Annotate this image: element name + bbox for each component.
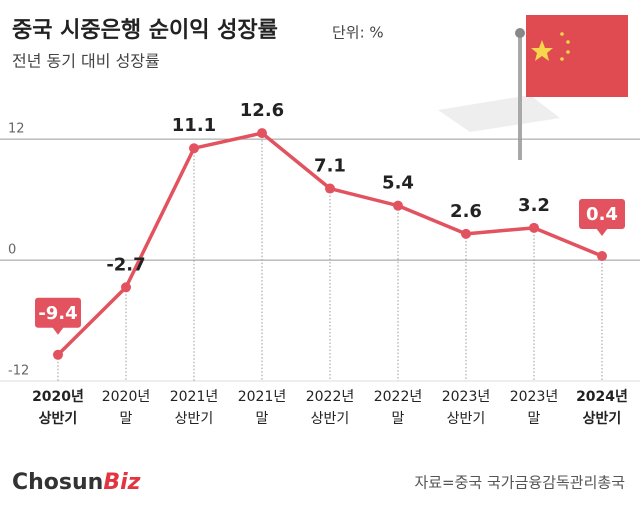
x-tick-label: 상반기 [39, 410, 78, 427]
y-tick-label: 12 [8, 122, 25, 137]
point [325, 183, 335, 194]
x-tick-label: 상반기 [447, 411, 486, 427]
x-tick-label: 2020년 [32, 389, 84, 405]
value-label: 2.6 [450, 201, 482, 222]
value-label: 7.1 [314, 156, 346, 177]
point [189, 143, 199, 154]
value-label: 5.4 [382, 173, 414, 194]
point [257, 128, 267, 139]
source: 자료=중국 국가금융감독관리총국 [414, 474, 625, 492]
x-tick-label: 2022년 [306, 389, 355, 405]
x-tick-label: 말 [256, 411, 269, 427]
callout-box [35, 297, 81, 328]
point [121, 282, 131, 293]
point [461, 228, 471, 239]
point [597, 251, 607, 262]
x-tick-label: 말 [528, 411, 541, 427]
x-tick-label: 2022년 [374, 389, 423, 405]
value-label: 3.2 [518, 195, 550, 216]
subtitle: 전년 동기 대비 성장률 [12, 52, 160, 71]
x-tick-label: 2023년 [442, 389, 491, 405]
value-label: 12.6 [240, 100, 284, 121]
x-tick-label: 상반기 [311, 411, 350, 427]
x-tick-label: 말 [120, 411, 133, 427]
flag-illustration [438, 15, 628, 160]
x-tick-label: 2020년 [102, 389, 151, 405]
x-tick-label: 말 [392, 411, 405, 427]
value-label: -9.4 [38, 303, 77, 324]
point [529, 222, 539, 233]
value-label: 0.4 [586, 204, 618, 225]
x-tick-label: 2023년 [510, 389, 559, 405]
y-tick-label: -12 [8, 364, 29, 379]
point [393, 200, 403, 211]
unit: 단위: % [332, 24, 384, 42]
x-tick-label: 상반기 [175, 411, 214, 427]
x-tick-label: 2021년 [170, 389, 219, 405]
callout-pointer [52, 326, 64, 335]
callout-pointer [596, 228, 608, 237]
x-tick-label: 2021년 [238, 389, 287, 405]
value-label: 11.1 [172, 115, 216, 136]
x-tick-label: 상반기 [583, 410, 622, 427]
plot: 120-122020년상반기2020년말2021년상반기2021년말2022년상… [0, 100, 640, 427]
x-tick-label: 2024년 [576, 389, 628, 405]
logo: ChosunBiz [12, 470, 141, 495]
callout-box [579, 199, 625, 230]
value-label: -2.7 [106, 254, 145, 275]
chart-title: 중국 시중은행 순이익 성장률 [12, 18, 278, 43]
point [53, 349, 63, 360]
y-tick-label: 0 [8, 243, 16, 258]
